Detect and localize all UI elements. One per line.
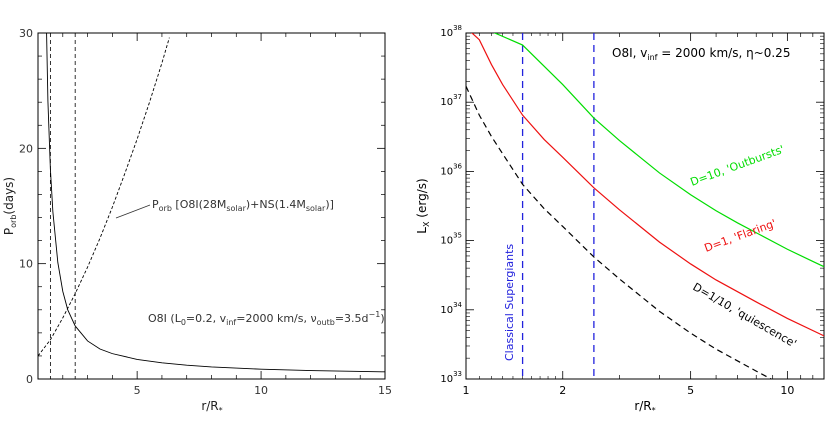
left-x-tick-label: 15 bbox=[378, 384, 392, 397]
porb-annotation: Porb [O8I(28Msolar)+NS(1.4Msolar)] bbox=[152, 198, 334, 213]
left-y-tick-label: 20 bbox=[19, 142, 33, 155]
left-x-axis-label: r/R* bbox=[201, 399, 222, 415]
right-plot-frame bbox=[465, 32, 825, 380]
right-curves bbox=[466, 33, 824, 379]
right-xray-luminosity-chart: 1 2 5 10 1033 1034 1035 1036 1037 1038 LX (erg/s)… bbox=[415, 24, 825, 415]
right-x-tick-label: 2 bbox=[559, 384, 566, 397]
right-y-tick-label: 1036 bbox=[440, 162, 462, 177]
right-y-tick-label: 1034 bbox=[440, 301, 462, 316]
left-y-tick-label: 30 bbox=[19, 27, 33, 40]
left-ticks: 5 10 15 0 10 20 30 bbox=[19, 27, 392, 397]
right-x-tick-label: 1 bbox=[463, 384, 470, 397]
right-ticks: 1 2 5 10 1033 1034 1035 1036 1037 1038 bbox=[440, 24, 825, 397]
left-y-tick-label: 0 bbox=[26, 373, 33, 386]
left-y-axis-label: Porb(days) bbox=[2, 177, 18, 235]
right-x-tick-label: 5 bbox=[687, 384, 694, 397]
model-parameters-annotation: O8I (L0=0.2, vinf=2000 km/s, νoutb=3.5d−… bbox=[148, 310, 385, 327]
right-x-tick-label: 10 bbox=[780, 384, 794, 397]
classical-supergiants-label: Classical Supergiants bbox=[503, 244, 516, 361]
flaring-curve bbox=[471, 33, 824, 337]
series-label-outbursts: D=10, 'Outbursts' bbox=[689, 143, 786, 189]
accretion-luminosity-curve bbox=[46, 33, 385, 373]
porb-annotation-leader bbox=[115, 204, 151, 219]
right-chart-title: O8I, vinf = 2000 km/s, η~0.25 bbox=[612, 46, 790, 62]
right-y-axis-label: LX (erg/s) bbox=[415, 178, 431, 233]
left-x-tick-label: 5 bbox=[134, 384, 141, 397]
left-curves bbox=[38, 33, 385, 373]
left-orbital-period-chart: 5 10 15 0 10 20 30 Porb(days) r/R* Porb [O8I(2… bbox=[2, 27, 392, 415]
right-y-tick-label: 1035 bbox=[440, 232, 462, 247]
right-y-tick-label: 1038 bbox=[440, 24, 462, 39]
left-x-tick-label: 10 bbox=[254, 384, 268, 397]
right-y-tick-label: 1037 bbox=[440, 93, 462, 108]
outbursts-curve bbox=[493, 33, 824, 268]
left-vertical-markers bbox=[49, 33, 76, 379]
right-x-axis-label: r/R* bbox=[634, 399, 655, 415]
right-vertical-markers bbox=[521, 33, 595, 379]
orbital-period-curve bbox=[38, 37, 170, 357]
series-label-flaring: D=1, 'Flaring' bbox=[703, 217, 778, 255]
left-y-tick-label: 10 bbox=[19, 258, 33, 271]
right-y-tick-label: 1033 bbox=[440, 370, 462, 385]
quiescence-curve bbox=[466, 85, 773, 379]
